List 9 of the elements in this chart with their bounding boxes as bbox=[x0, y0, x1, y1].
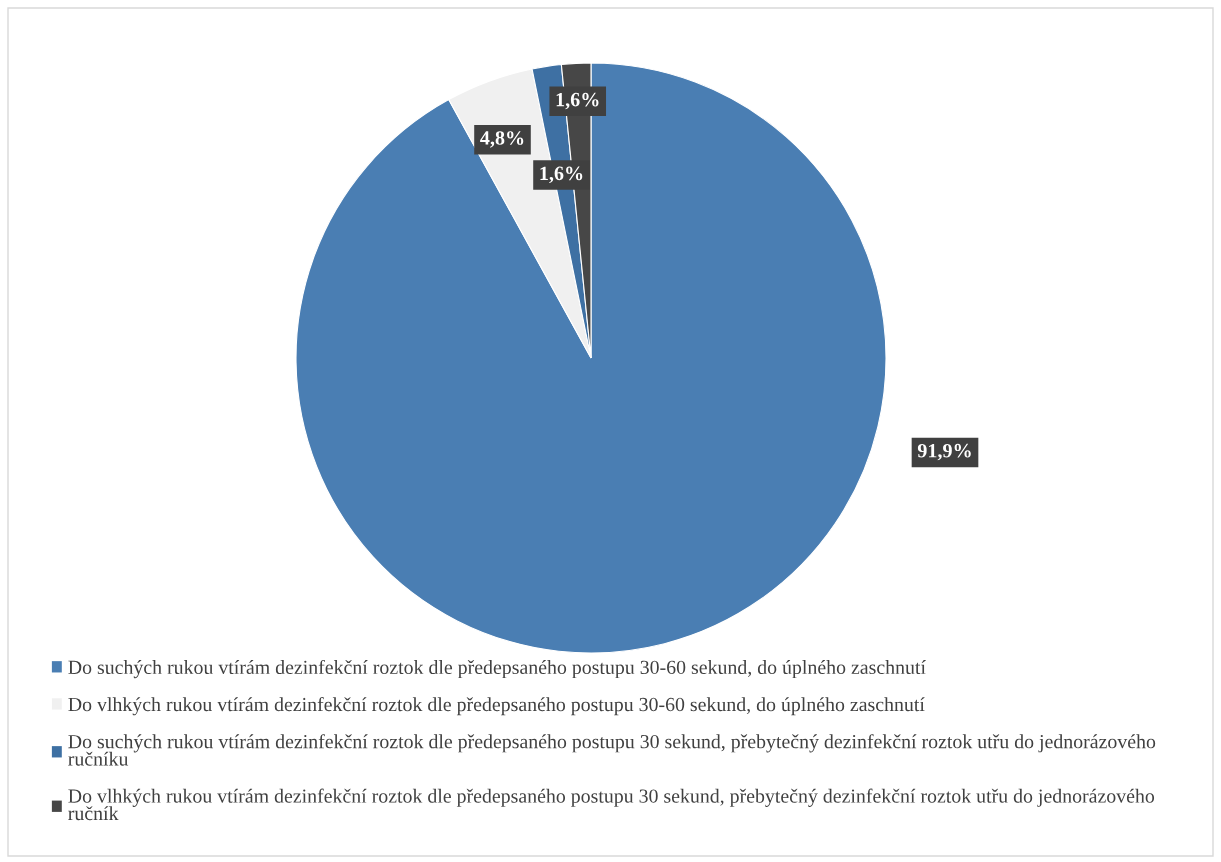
data-label: 4,8% bbox=[480, 131, 524, 148]
legend-label: Do vlhkých rukou vtírám dezinfekční roztok dle předepsaného postupu 30-60 sekund, do úplného zaschnutí bbox=[68, 697, 925, 716]
data-label: 1,6% bbox=[540, 166, 583, 184]
legend-label: Do suchých rukou vtírám dezinfekční roztok dle předepsaného postupu 30-60 sekund, do úplného zaschnutí bbox=[68, 659, 926, 679]
legend-label: Do vlhkých rukou vtírám dezinfekční roztok dle předepsaného postupu 30 sekund, přebytečný dezinfekční roztok utřu do jednorázového ručník bbox=[68, 788, 1155, 821]
data-label: 91,9% bbox=[917, 443, 971, 461]
data-label: 1,6% bbox=[556, 92, 599, 110]
legend-label: Do suchých rukou vtírám dezinfekční roztok dle předepsaného postupu 30 sekund, přebytečný dezinfekční roztok utřu do jednorázového ručníku bbox=[68, 734, 1156, 766]
pie-slice bbox=[295, 62, 887, 654]
